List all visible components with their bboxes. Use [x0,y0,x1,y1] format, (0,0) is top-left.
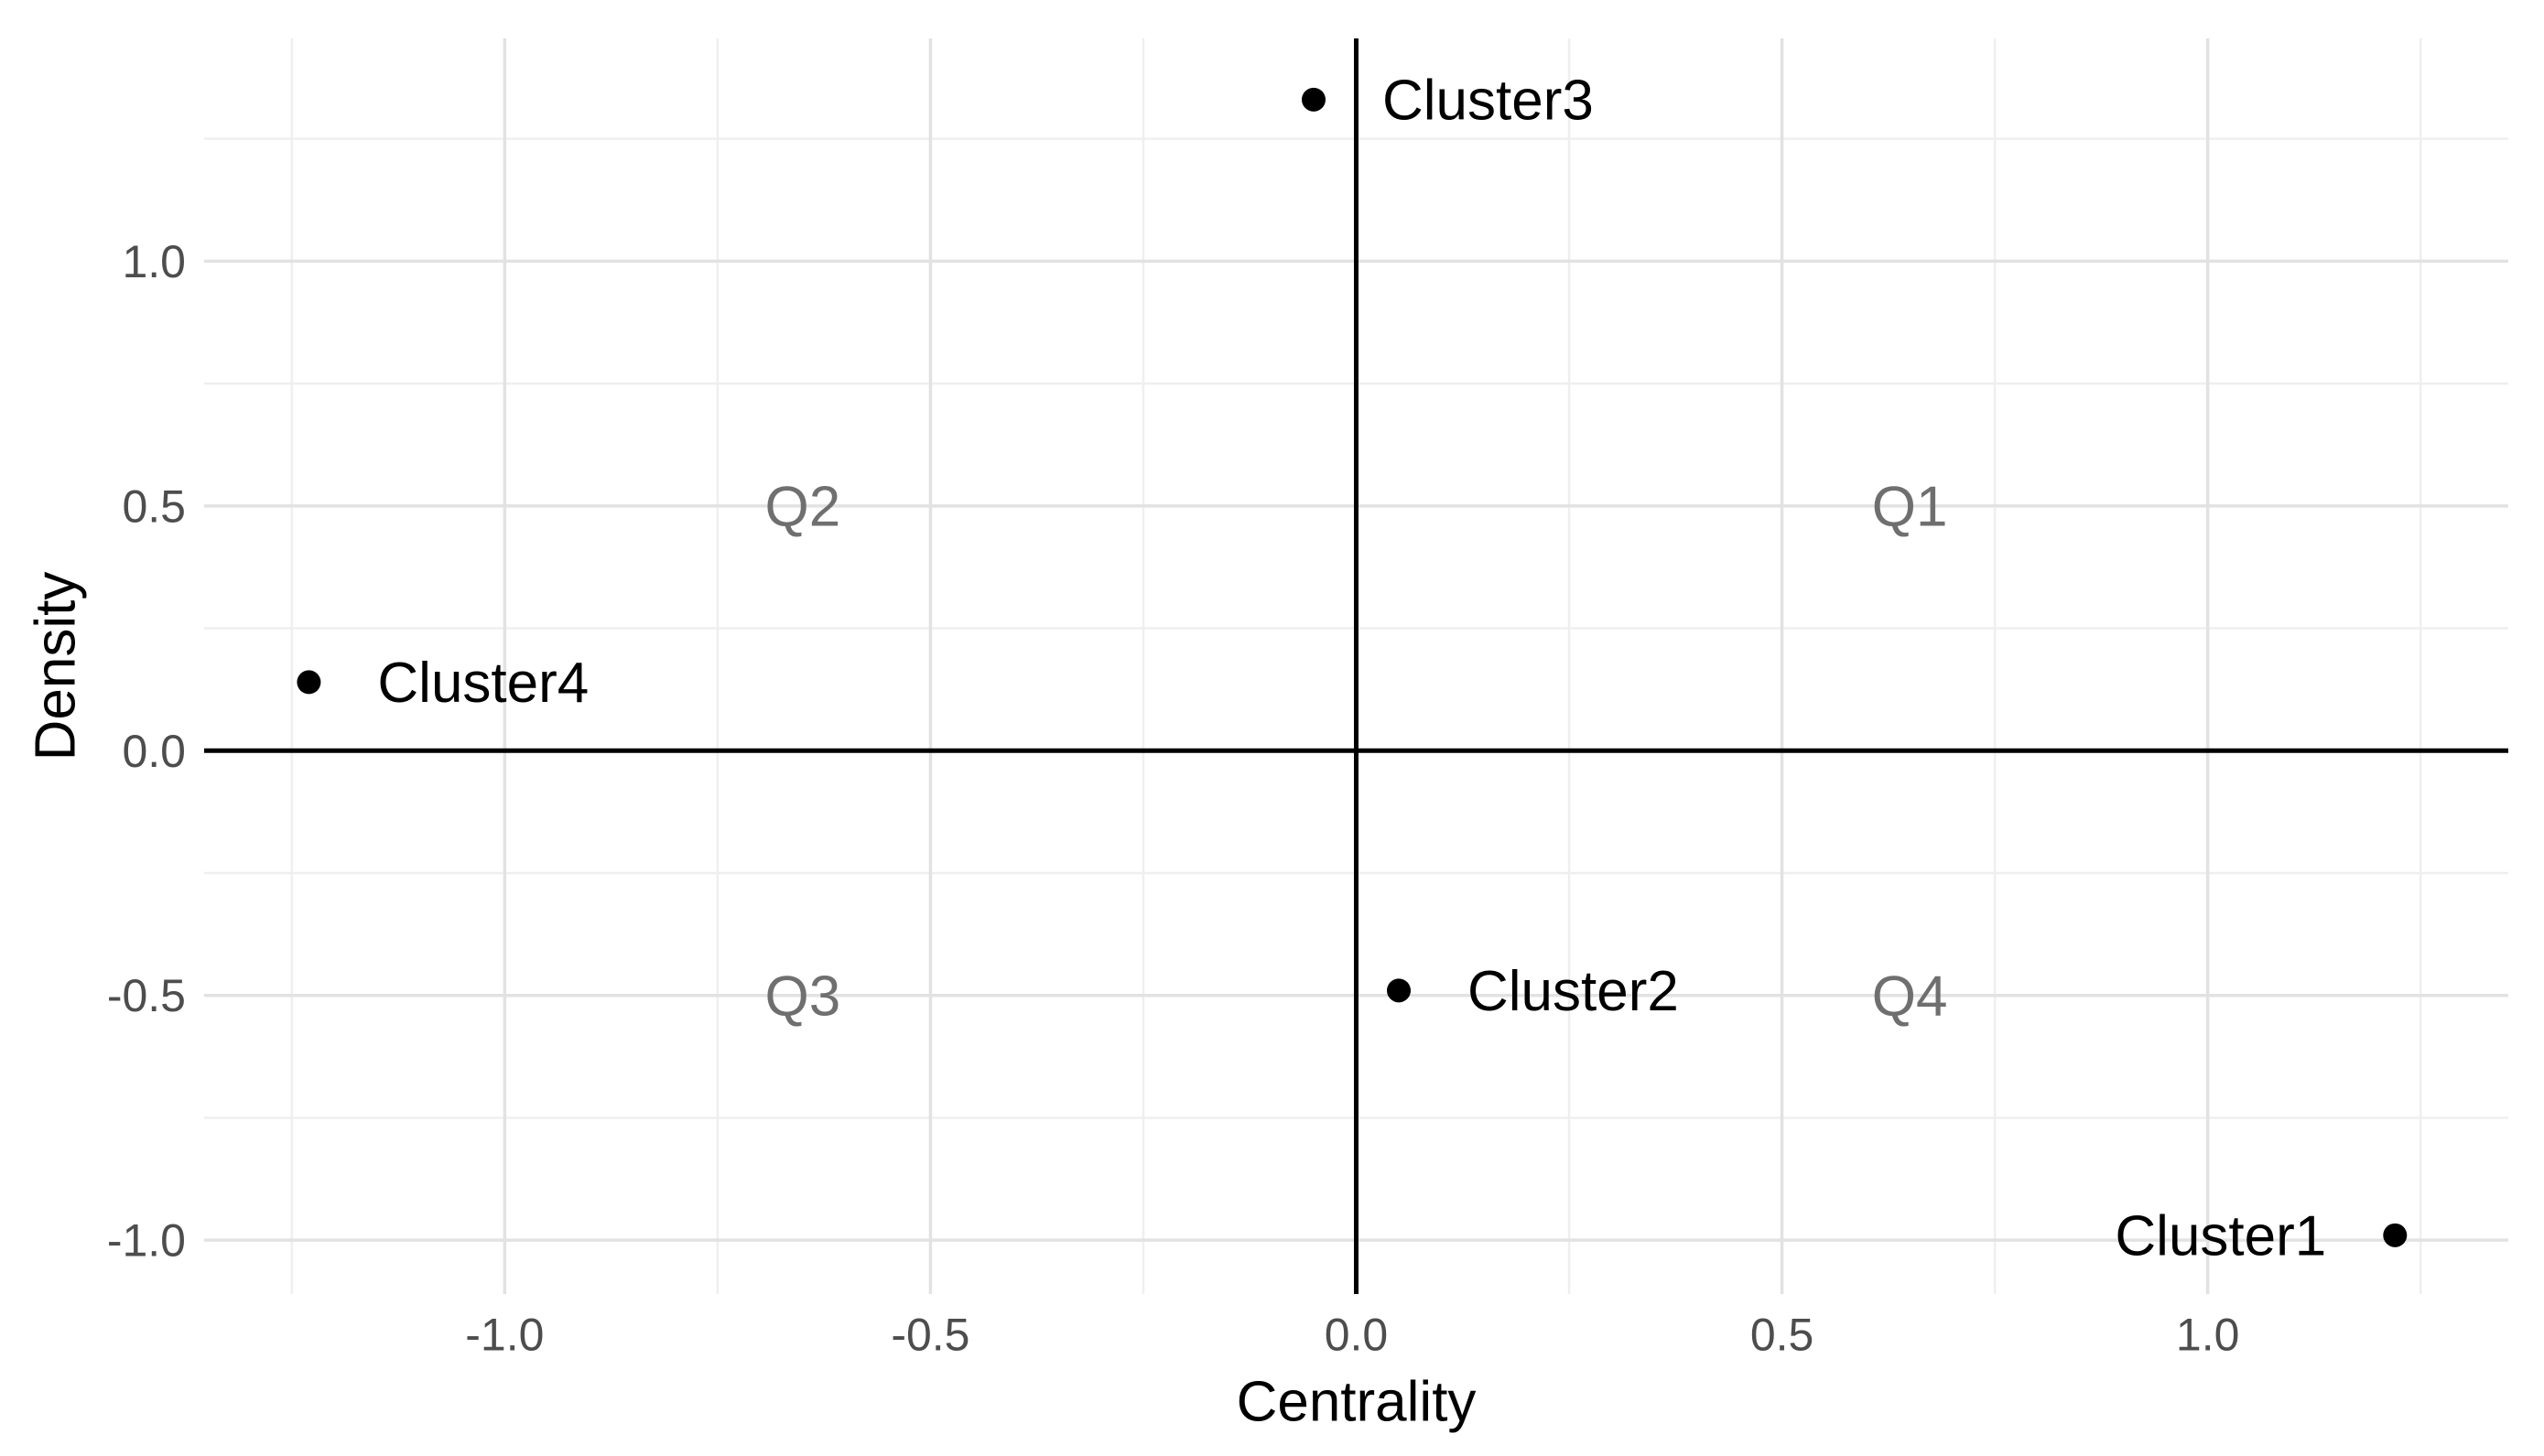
data-point [2383,1223,2408,1247]
y-tick-label: -0.5 [107,970,186,1021]
quadrant-label: Q2 [765,476,841,539]
point-label: Cluster1 [2115,1205,2326,1268]
y-tick-label: 0.5 [122,480,186,532]
zero-axis-lines [204,38,2508,1294]
quadrant-label: Q3 [765,965,841,1028]
x-tick-label: -1.0 [465,1310,544,1361]
y-axis-title: Density [25,572,88,761]
annotations: Q1 Q2 Q3 Q4 [765,476,1948,1029]
quadrant-label: Q1 [1872,476,1948,539]
data-point [1387,978,1412,1003]
data-point [297,670,321,695]
point-label: Cluster2 [1467,960,1679,1023]
y-tick-label: 1.0 [122,236,186,287]
y-tick-label: 0.0 [122,726,186,777]
point-label: Cluster4 [377,652,589,715]
axis-tick-labels: -1.0 -0.5 0.0 0.5 1.0 1.0 0.5 0.0 -0.5 -1.0 [107,236,2240,1361]
x-axis-title: Centrality [1237,1371,1477,1434]
x-tick-label: -0.5 [891,1310,969,1361]
y-tick-label: -1.0 [107,1215,186,1267]
x-tick-label: 0.5 [1750,1310,1814,1361]
x-tick-label: 1.0 [2176,1310,2240,1361]
data-points: Cluster1 Cluster2 Cluster3 Cluster4 [297,70,2408,1268]
data-point [1301,87,1326,112]
x-tick-label: 0.0 [1325,1310,1389,1361]
point-label: Cluster3 [1382,70,1594,133]
quadrant-label: Q4 [1872,965,1948,1028]
